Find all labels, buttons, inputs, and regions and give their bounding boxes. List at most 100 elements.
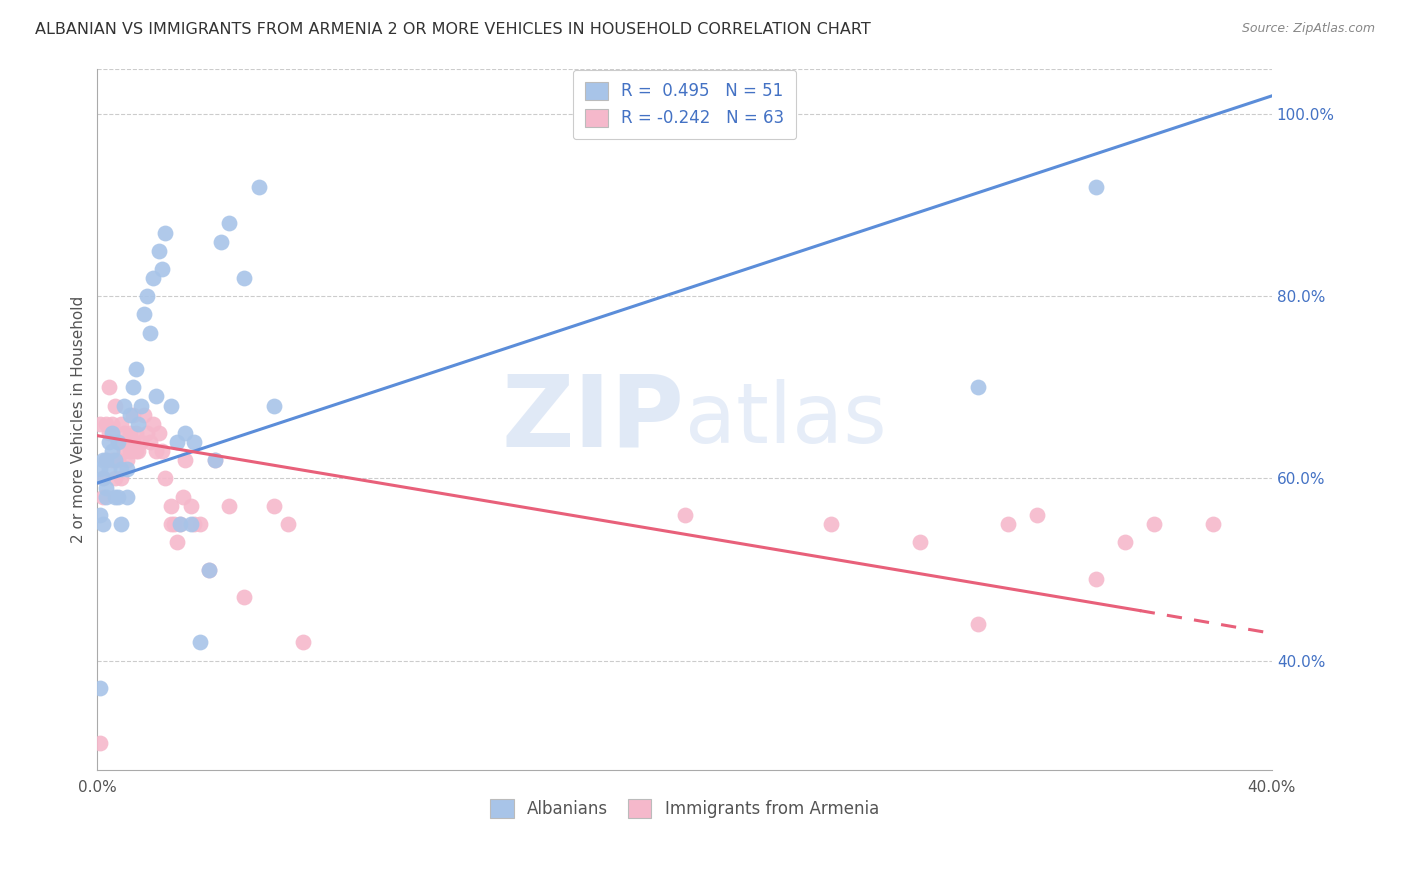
Point: [159, 399, 181, 413]
Point: [115, 435, 138, 450]
Point: [673, 508, 696, 522]
Point: [247, 180, 270, 194]
Point: [1114, 535, 1136, 549]
Point: [204, 453, 226, 467]
Point: [218, 499, 240, 513]
Point: [1084, 572, 1107, 586]
Point: [89, 681, 111, 695]
Point: [107, 490, 129, 504]
Point: [139, 326, 162, 340]
Point: [104, 490, 127, 504]
Point: [112, 425, 135, 440]
Point: [91, 471, 114, 485]
Point: [198, 563, 221, 577]
Point: [134, 308, 156, 322]
Point: [96, 481, 118, 495]
Point: [89, 508, 111, 522]
Point: [98, 462, 121, 476]
Point: [169, 516, 191, 531]
Text: ALBANIAN VS IMMIGRANTS FROM ARMENIA 2 OR MORE VEHICLES IN HOUSEHOLD CORRELATION : ALBANIAN VS IMMIGRANTS FROM ARMENIA 2 OR…: [35, 22, 870, 37]
Point: [188, 516, 211, 531]
Point: [118, 444, 141, 458]
Point: [148, 244, 170, 258]
Point: [263, 399, 285, 413]
Point: [820, 516, 842, 531]
Text: atlas: atlas: [685, 379, 886, 459]
Point: [136, 289, 159, 303]
Point: [104, 471, 127, 485]
Point: [110, 417, 132, 431]
Point: [110, 471, 132, 485]
Point: [96, 490, 118, 504]
Point: [121, 380, 143, 394]
Point: [115, 462, 138, 476]
Point: [174, 453, 197, 467]
Point: [107, 435, 129, 450]
Y-axis label: 2 or more Vehicles in Household: 2 or more Vehicles in Household: [72, 295, 86, 543]
Point: [145, 444, 167, 458]
Point: [209, 235, 232, 249]
Text: ZIP: ZIP: [502, 371, 685, 467]
Point: [183, 516, 205, 531]
Point: [163, 516, 186, 531]
Point: [169, 516, 191, 531]
Point: [233, 590, 256, 604]
Point: [1026, 508, 1049, 522]
Point: [1143, 516, 1166, 531]
Point: [107, 453, 129, 467]
Point: [180, 516, 202, 531]
Point: [139, 435, 162, 450]
Point: [153, 226, 176, 240]
Point: [277, 516, 299, 531]
Point: [112, 444, 135, 458]
Point: [115, 490, 138, 504]
Point: [104, 453, 127, 467]
Point: [127, 444, 149, 458]
Point: [908, 535, 931, 549]
Point: [218, 216, 240, 230]
Point: [107, 435, 129, 450]
Point: [150, 262, 173, 277]
Point: [98, 380, 121, 394]
Point: [121, 435, 143, 450]
Point: [101, 425, 124, 440]
Point: [124, 425, 146, 440]
Point: [145, 389, 167, 403]
Point: [91, 516, 114, 531]
Point: [118, 408, 141, 422]
Point: [98, 425, 121, 440]
Point: [91, 471, 114, 485]
Point: [188, 635, 211, 649]
Point: [101, 453, 124, 467]
Point: [967, 380, 990, 394]
Point: [110, 516, 132, 531]
Point: [89, 736, 111, 750]
Point: [110, 462, 132, 476]
Point: [89, 462, 111, 476]
Point: [142, 271, 165, 285]
Point: [1084, 180, 1107, 194]
Point: [166, 535, 188, 549]
Point: [96, 453, 118, 467]
Point: [159, 516, 181, 531]
Point: [101, 417, 124, 431]
Point: [967, 617, 990, 632]
Point: [1202, 516, 1225, 531]
Point: [89, 417, 111, 431]
Point: [104, 399, 127, 413]
Point: [172, 490, 194, 504]
Point: [115, 453, 138, 467]
Point: [96, 417, 118, 431]
Point: [153, 471, 176, 485]
Point: [263, 499, 285, 513]
Point: [291, 635, 314, 649]
Point: [127, 417, 149, 431]
Point: [91, 490, 114, 504]
Point: [148, 425, 170, 440]
Point: [159, 499, 181, 513]
Point: [91, 453, 114, 467]
Legend: Albanians, Immigrants from Armenia: Albanians, Immigrants from Armenia: [484, 793, 886, 825]
Point: [150, 444, 173, 458]
Point: [96, 453, 118, 467]
Point: [121, 408, 143, 422]
